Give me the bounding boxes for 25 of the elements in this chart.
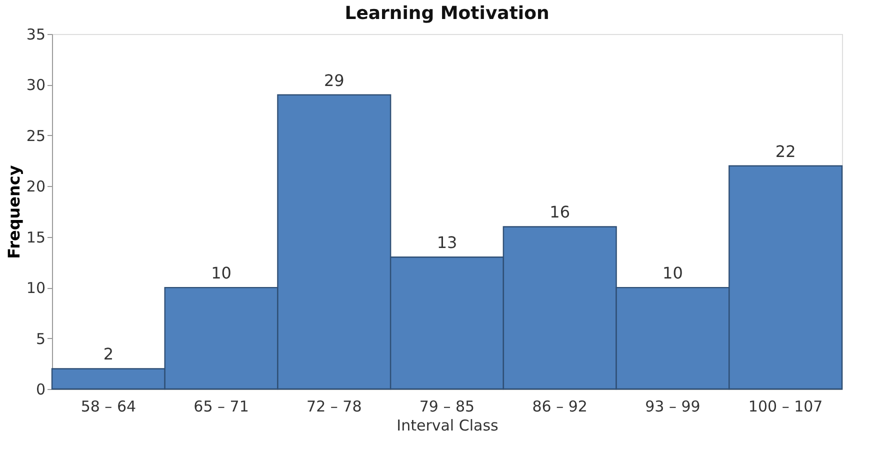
data-label: 13 bbox=[436, 233, 458, 252]
data-label: 10 bbox=[211, 264, 232, 283]
data-label: 29 bbox=[324, 70, 344, 90]
y-tick-label: 5 bbox=[36, 330, 46, 348]
x-tick-label: 93 – 99 bbox=[645, 398, 700, 416]
x-tick-label: 79 – 85 bbox=[419, 398, 475, 416]
y-tick-label: 15 bbox=[26, 228, 46, 246]
x-tick-label: 65 – 71 bbox=[194, 398, 249, 416]
x-tick-label: 100 – 107 bbox=[748, 398, 823, 416]
data-label: 16 bbox=[550, 202, 570, 222]
y-tick-label: 35 bbox=[26, 26, 46, 44]
x-tick-label: 86 – 92 bbox=[532, 398, 588, 416]
chart-title: Learning Motivation bbox=[344, 3, 550, 24]
x-axis-title: Interval Class bbox=[396, 416, 499, 434]
y-tick-label: 20 bbox=[26, 178, 46, 196]
y-tick-label: 10 bbox=[26, 279, 46, 298]
data-label: 22 bbox=[775, 142, 796, 161]
y-tick-label: 30 bbox=[26, 76, 46, 94]
x-tick-label: 72 – 78 bbox=[306, 398, 362, 416]
y-tick-label: 25 bbox=[26, 126, 46, 145]
data-label: 2 bbox=[103, 344, 114, 364]
y-tick-label: 0 bbox=[36, 380, 46, 398]
y-axis-title: Frequency bbox=[4, 164, 24, 259]
data-label: 10 bbox=[662, 264, 683, 283]
x-tick-label: 58 – 64 bbox=[80, 398, 136, 416]
